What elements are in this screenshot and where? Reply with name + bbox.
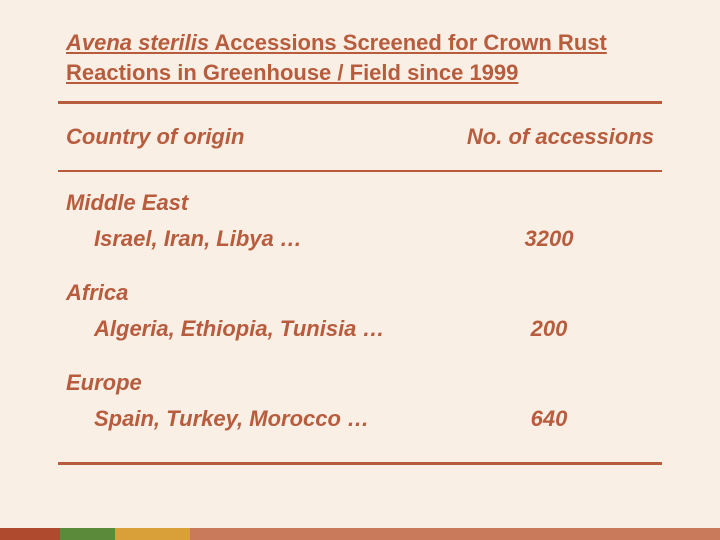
region-detail: Algeria, Ethiopia, Tunisia … 200 [66,316,654,342]
region-row: Europe Spain, Turkey, Morocco … 640 [66,370,654,432]
region-detail: Spain, Turkey, Morocco … 640 [66,406,654,432]
header-accessions: No. of accessions [467,124,654,150]
footer-color-bar [0,528,720,540]
rule-bottom [58,462,662,465]
countries-list: Israel, Iran, Libya … [94,226,444,252]
accession-count: 200 [444,316,654,342]
slide-title: Avena sterilis Accessions Screened for C… [58,28,662,101]
region-name: Africa [66,280,654,306]
countries-list: Algeria, Ethiopia, Tunisia … [94,316,444,342]
footer-seg-3 [115,528,190,540]
slide: Avena sterilis Accessions Screened for C… [0,0,720,540]
column-headers: Country of origin No. of accessions [58,104,662,170]
countries-list: Spain, Turkey, Morocco … [94,406,444,432]
footer-seg-4 [190,528,720,540]
footer-seg-1 [0,528,60,540]
region-row: Middle East Israel, Iran, Libya … 3200 [66,190,654,252]
region-row: Africa Algeria, Ethiopia, Tunisia … 200 [66,280,654,342]
region-name: Middle East [66,190,654,216]
header-country: Country of origin [66,124,244,150]
accession-count: 640 [444,406,654,432]
title-species: Avena sterilis [66,30,209,55]
table-body: Middle East Israel, Iran, Libya … 3200 A… [58,172,662,462]
accession-count: 3200 [444,226,654,252]
region-detail: Israel, Iran, Libya … 3200 [66,226,654,252]
footer-seg-2 [60,528,115,540]
region-name: Europe [66,370,654,396]
